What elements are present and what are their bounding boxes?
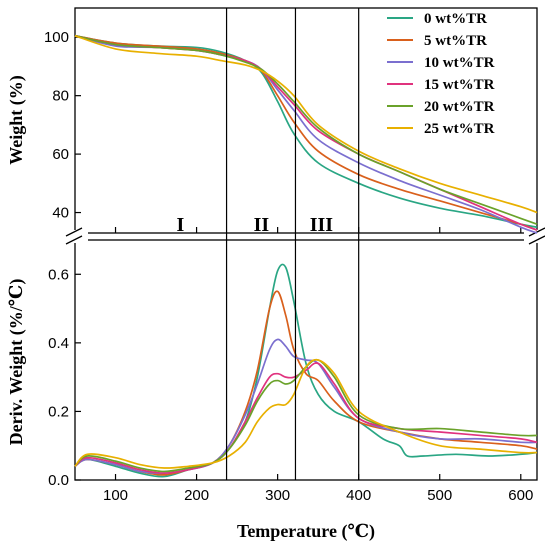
legend-label: 0 wt%TR <box>424 11 487 27</box>
region-label-iii: III <box>310 214 334 236</box>
region-labels: I II III <box>176 214 333 236</box>
region-label-ii: II <box>254 214 270 236</box>
x-tick-label: 400 <box>346 487 371 504</box>
bottom-y-tick-label: 0.6 <box>48 266 69 283</box>
bottom-series-10-wt-tr <box>74 338 538 475</box>
legend-label: 15 wt%TR <box>424 77 495 93</box>
x-tick-label: 300 <box>265 487 290 504</box>
top-axis-ticks: 40 60 80 100 <box>44 29 522 233</box>
top-series-5-wt-tr <box>74 34 538 231</box>
axis-break-left <box>62 227 88 245</box>
top-series-20-wt-tr <box>74 34 538 226</box>
bottom-series-5-wt-tr <box>74 290 538 476</box>
bottom-series-15-wt-tr <box>74 362 538 474</box>
axis-break-right <box>524 227 545 245</box>
top-y-axis-title: Weight (%) <box>6 75 27 165</box>
bottom-y-axis-title: Deriv. Weight (%/℃) <box>6 279 27 446</box>
bottom-y-tick-label: 0.2 <box>48 403 69 420</box>
bottom-series-group <box>74 263 538 478</box>
bottom-series-0-wt-tr <box>74 263 538 478</box>
legend-label: 10 wt%TR <box>424 55 495 71</box>
x-axis-title: Temperature (℃) <box>237 521 375 542</box>
legend: 0 wt%TR 5 wt%TR 10 wt%TR 15 wt%TR 20 wt%TR 25… <box>387 11 495 137</box>
legend-label: 25 wt%TR <box>424 121 495 137</box>
bottom-series-20-wt-tr <box>74 358 538 473</box>
bottom-panel-frame <box>74 239 538 481</box>
bottom-axis-ticks: 0.0 0.2 0.4 0.6 100 200 300 400 500 600 <box>48 266 533 504</box>
bottom-y-tick-label: 0.0 <box>48 472 69 489</box>
bottom-series-25-wt-tr <box>74 358 538 469</box>
x-tick-label: 100 <box>103 487 128 504</box>
bottom-y-tick-label: 0.4 <box>48 335 69 352</box>
top-series-group <box>74 34 538 234</box>
top-series-25-wt-tr <box>74 34 538 214</box>
top-y-tick-label: 60 <box>52 146 69 163</box>
top-y-tick-label: 40 <box>52 205 69 222</box>
x-tick-label: 600 <box>508 487 533 504</box>
top-y-tick-label: 100 <box>44 29 69 46</box>
region-label-i: I <box>176 214 184 236</box>
x-tick-label: 500 <box>427 487 452 504</box>
x-tick-label: 200 <box>184 487 209 504</box>
legend-label: 5 wt%TR <box>424 33 487 49</box>
top-y-tick-label: 80 <box>52 88 69 105</box>
top-panel-frame <box>74 7 538 234</box>
legend-label: 20 wt%TR <box>424 99 495 115</box>
region-divider-lines <box>225 8 360 480</box>
